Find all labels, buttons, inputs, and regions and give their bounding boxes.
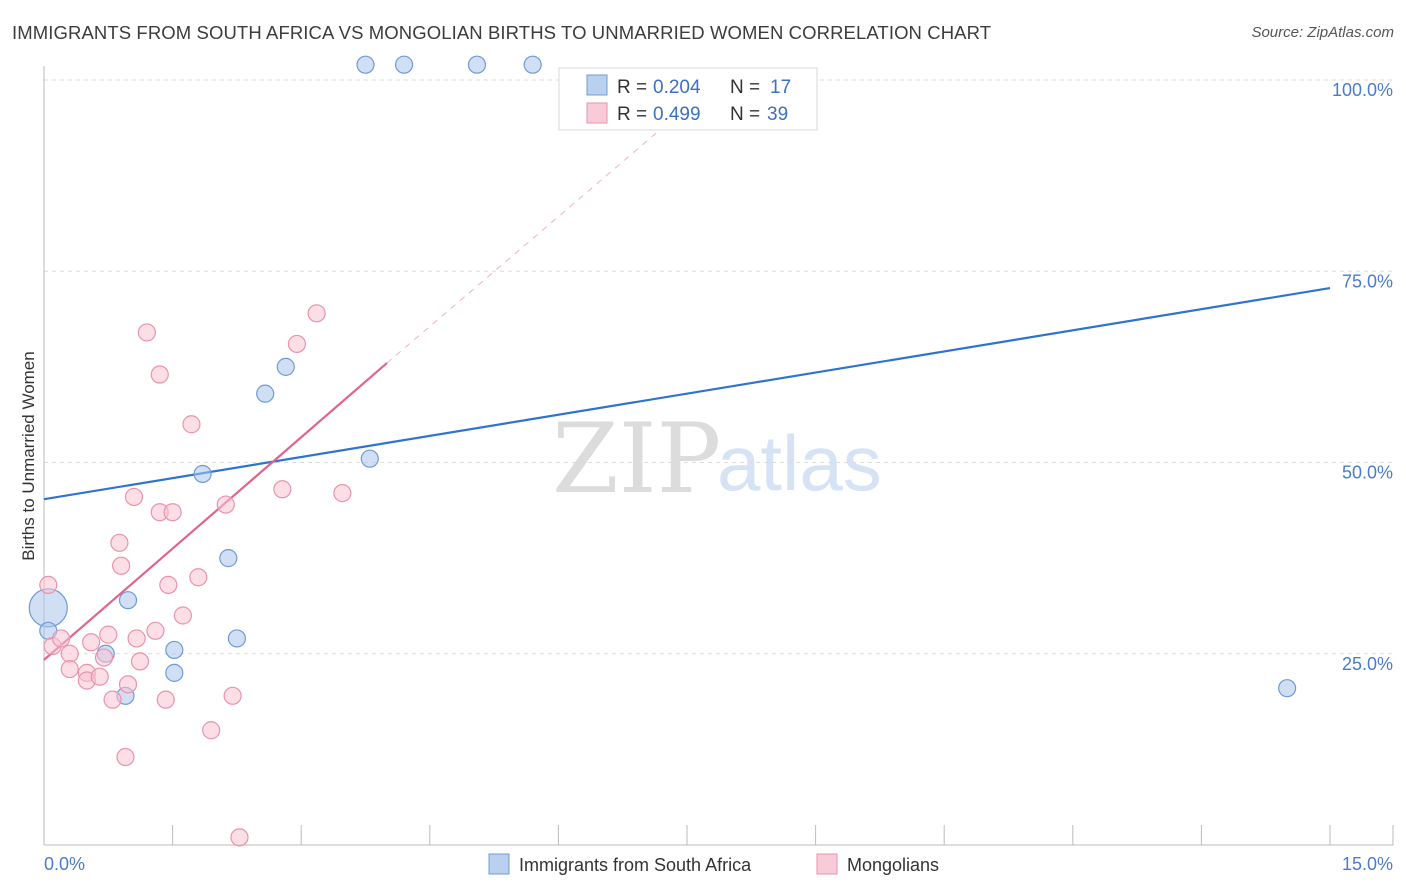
gridlines: 25.0% 50.0% 75.0% 100.0%: [44, 79, 1393, 674]
point-south-africa-11: [276, 357, 295, 376]
x-tick-min: 0.0%: [44, 854, 85, 874]
point-south-africa-3: [118, 591, 138, 610]
y-tick-label-0: 25.0%: [1342, 654, 1393, 674]
point-south-africa-8: [219, 549, 238, 568]
legend-swatch-blue: [586, 74, 608, 96]
data-points: [28, 55, 1297, 847]
point-mongolians-9: [94, 648, 114, 667]
y-tick-label-3: 100.0%: [1332, 80, 1393, 100]
point-mongolians-11: [103, 690, 122, 709]
bottom-legend-label-blue: Immigrants from South Africa: [519, 855, 752, 875]
legend-r-value-pink: 0.499: [653, 104, 701, 125]
trend-line-mongolians: [43, 362, 388, 661]
point-mongolians-31: [223, 686, 242, 705]
trend-lines: [43, 106, 1331, 661]
point-south-africa-5: [165, 663, 184, 682]
watermark-zip: ZIP: [552, 403, 721, 515]
trend-line-mongolians-extension: [386, 106, 688, 364]
bottom-legend-swatch-blue: [488, 853, 510, 875]
point-south-africa-15: [467, 55, 487, 74]
point-mongolians-24: [159, 575, 178, 595]
point-mongolians-13: [112, 556, 131, 575]
point-south-africa-6: [165, 640, 184, 660]
point-mongolians-35: [307, 304, 326, 323]
point-mongolians-2: [52, 629, 71, 648]
point-mongolians-19: [137, 323, 156, 342]
point-mongolians-30: [216, 495, 235, 514]
point-south-africa-17: [1278, 679, 1297, 698]
point-mongolians-17: [127, 629, 146, 648]
axes: [43, 66, 1394, 846]
bottom-legend-label-pink: Mongolians: [847, 855, 939, 875]
point-mongolians-8: [90, 667, 109, 686]
point-south-africa-13: [356, 55, 375, 74]
point-mongolians-18: [130, 652, 150, 671]
point-south-africa-10: [256, 384, 275, 403]
bottom-legend-swatch-pink: [816, 853, 838, 875]
point-south-africa-16: [523, 55, 542, 74]
legend-n-label-blue: N =: [730, 77, 760, 98]
point-mongolians-7: [82, 633, 101, 652]
y-tick-label-1: 50.0%: [1342, 463, 1393, 483]
point-mongolians-21: [146, 621, 165, 640]
point-mongolians-33: [273, 480, 292, 499]
point-mongolians-10: [99, 625, 118, 644]
legend-n-value-blue: 17: [770, 77, 791, 98]
legend-r-label-pink: R =: [617, 104, 647, 125]
point-mongolians-4: [60, 659, 79, 679]
point-mongolians-26: [173, 606, 192, 625]
point-south-africa-12: [360, 449, 379, 468]
point-mongolians-14: [116, 747, 135, 767]
point-mongolians-25: [163, 503, 182, 522]
point-mongolians-12: [110, 533, 129, 552]
legend-n-label-pink: N =: [730, 104, 760, 125]
trend-line-south-africa: [43, 286, 1331, 501]
point-mongolians-20: [150, 365, 169, 384]
legend-box: R = 0.204 N = 17 R = 0.499 N = 39: [558, 67, 818, 131]
point-mongolians-36: [333, 484, 352, 503]
x-tick-max: 15.0%: [1342, 854, 1393, 874]
point-mongolians-23: [156, 690, 175, 709]
point-mongolians-3: [60, 644, 79, 663]
bottom-legend: Immigrants from South Africa Mongolians: [488, 853, 939, 875]
point-south-africa-7: [193, 464, 212, 484]
legend-r-value-blue: 0.204: [653, 77, 701, 98]
point-south-africa-14: [394, 55, 414, 74]
point-south-africa-9: [227, 629, 246, 648]
legend-r-label-blue: R =: [617, 77, 647, 98]
legend-swatch-pink: [586, 102, 608, 124]
point-mongolians-32: [230, 828, 249, 847]
y-axis-label: Births to Unmarried Women: [19, 351, 38, 560]
point-mongolians-16: [124, 487, 144, 507]
point-mongolians-28: [189, 568, 208, 587]
point-mongolians-0: [39, 575, 58, 595]
y-tick-label-2: 75.0%: [1342, 271, 1393, 291]
point-mongolians-29: [202, 721, 221, 740]
point-mongolians-15: [118, 675, 138, 694]
source-credit: Source: ZipAtlas.com: [1251, 24, 1394, 41]
chart-title: IMMIGRANTS FROM SOUTH AFRICA VS MONGOLIA…: [12, 22, 992, 43]
point-mongolians-34: [287, 334, 307, 354]
point-mongolians-27: [182, 415, 201, 434]
point-south-africa-0: [28, 588, 68, 628]
legend-n-value-pink: 39: [767, 104, 788, 125]
